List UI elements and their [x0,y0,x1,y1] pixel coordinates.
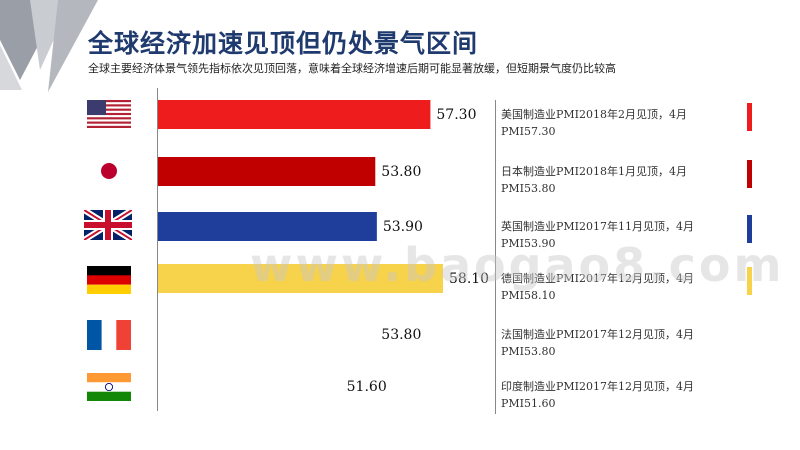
annotation-line-1: 日本制造业PMI2018年1月见顶，4月 [501,165,688,178]
india-flag-icon [87,373,131,401]
us-flag-icon [87,100,131,128]
page-subtitle: 全球主要经济体景气领先指标依次见顶回落，意味着全球经济增速后期可能显著放缓，但短… [88,62,616,75]
data-label: 53.90 [382,219,423,235]
annotation-note: 英国制造业PMI2017年11月见顶，4月 PMI53.90 [501,218,721,252]
annotation-note: 法国制造业PMI2017年12月见顶，4月 PMI53.80 [501,326,721,360]
y-axis-line [157,88,158,411]
data-label: 57.30 [436,107,477,123]
annotation-line-2: PMI53.80 [501,345,556,358]
annotation-line-2: PMI51.60 [501,397,556,410]
page-title: 全球经济加速见顶但仍处景气区间 [88,29,479,58]
bar-us [158,100,431,129]
annotation-line-1: 英国制造业PMI2017年11月见顶，4月 [501,220,694,233]
annotation-line-2: PMI53.90 [501,237,556,250]
annotation-note: 德国制造业PMI2017年12月见顶，4月 PMI58.10 [501,270,721,304]
annotation-line-1: 德国制造业PMI2017年12月见顶，4月 [501,272,694,285]
annotation-line-2: PMI57.30 [501,125,556,138]
france-flag-icon [87,320,131,350]
annotation-note: 美国制造业PMI2018年2月见顶，4月 PMI57.30 [501,106,721,140]
watermark: www.baogao8.com [250,238,785,292]
annotation-note: 日本制造业PMI2018年1月见顶，4月 PMI53.80 [501,163,721,197]
data-label: 51.60 [346,379,387,395]
data-label: 53.80 [381,327,422,343]
color-marker [747,103,752,131]
annotation-note: 印度制造业PMI2017年12月见顶，4月 PMI51.60 [501,378,721,412]
uk-flag-icon [84,210,132,240]
color-marker [747,215,752,243]
corner-decoration [0,0,98,92]
bar-japan [158,157,376,186]
annotation-line-1: 印度制造业PMI2017年12月见顶，4月 [501,380,694,393]
data-label: 53.80 [381,164,422,180]
japan-flag-icon [87,157,131,185]
color-marker [747,160,752,188]
annotation-line-1: 法国制造业PMI2017年12月见顶，4月 [501,328,694,341]
annotation-line-1: 美国制造业PMI2018年2月见顶，4月 [501,108,688,121]
annotation-line-2: PMI58.10 [501,289,556,302]
annotation-line-2: PMI53.80 [501,182,556,195]
annotation-divider [495,100,496,414]
bar-uk [158,212,377,241]
data-label: 58.10 [449,271,490,287]
color-marker [747,267,752,295]
germany-flag-icon [87,266,131,294]
bar-germany [158,264,443,293]
